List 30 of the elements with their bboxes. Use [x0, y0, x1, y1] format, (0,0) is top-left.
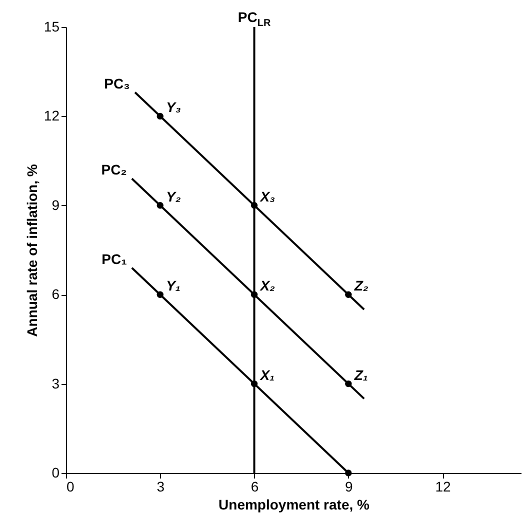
x-tick-label: 9: [345, 478, 354, 494]
x-tick-label: 12: [435, 478, 452, 494]
annotation: X₂: [259, 278, 275, 294]
x-tick-label: 0: [66, 478, 74, 494]
y-tick-label: 6: [52, 286, 60, 302]
annotation: X₃: [259, 188, 276, 204]
point: [345, 470, 352, 476]
x-tick-label: 3: [156, 478, 165, 494]
y-tick-label: 3: [52, 375, 60, 392]
y-axis-title: Annual rate of inflation, %: [24, 164, 40, 337]
series-label: PC₁: [102, 250, 128, 267]
x-tick-label: 6: [250, 478, 259, 494]
series-label: PC₃: [104, 75, 130, 92]
point: [156, 202, 164, 209]
annotation: X₁: [259, 366, 275, 383]
point: [156, 291, 164, 298]
point: [345, 380, 352, 388]
annotation: Y₃: [166, 99, 181, 116]
y-tick-label: 15: [44, 18, 60, 34]
y-tick-label: 12: [44, 108, 60, 124]
annotation: Y₂: [166, 188, 181, 204]
x-axis-title: Unemployment rate, %: [218, 496, 370, 512]
series-label: PC₂: [101, 162, 127, 178]
annotation: Y₁: [166, 278, 180, 294]
point: [345, 291, 352, 298]
annotation: Z₁: [353, 366, 368, 383]
y-tick-label: 0: [52, 464, 60, 480]
point: [156, 112, 164, 120]
y-tick-label: 9: [52, 196, 60, 213]
annotation: Z₂: [353, 278, 368, 294]
